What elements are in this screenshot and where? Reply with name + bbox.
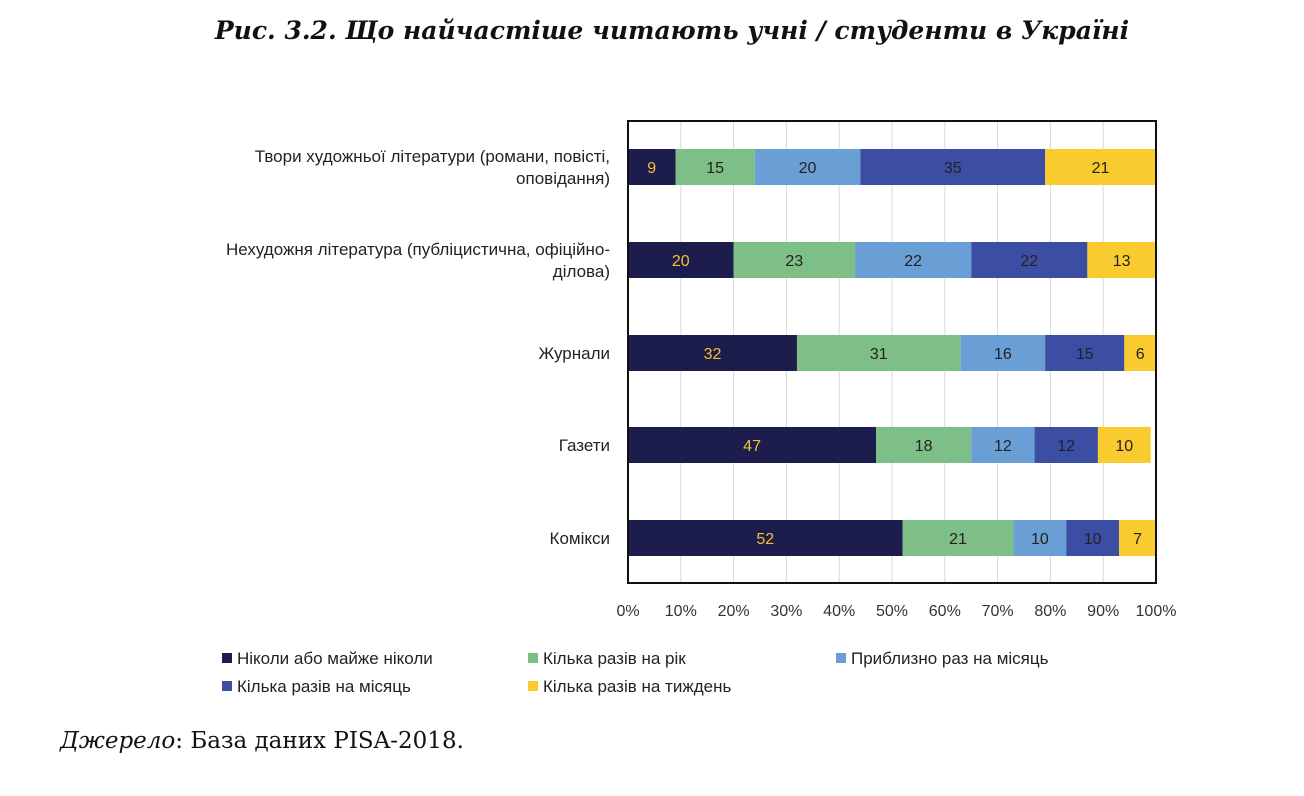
legend-swatch	[836, 653, 846, 663]
bar-segment	[971, 242, 1088, 278]
bar-segment	[855, 242, 972, 278]
data-label: 10	[1031, 531, 1049, 548]
data-label: 21	[949, 531, 967, 548]
x-tick-label: 80%	[1034, 603, 1066, 620]
bar-segment	[876, 427, 972, 463]
x-tick-label: 20%	[718, 603, 750, 620]
data-label: 7	[1133, 531, 1142, 548]
data-label: 12	[1057, 438, 1075, 455]
legend-label: Ніколи або майже ніколи	[237, 649, 433, 668]
category-label: Нехудожня література (публіцистична, офі…	[226, 240, 610, 259]
legend-swatch	[528, 653, 538, 663]
legend-swatch	[528, 681, 538, 691]
data-label: 21	[1092, 160, 1110, 177]
x-tick-label: 100%	[1136, 603, 1177, 620]
bar-segment	[1045, 149, 1156, 185]
data-label: 35	[944, 160, 962, 177]
bar-segment	[628, 149, 676, 185]
bar-segment	[1124, 335, 1156, 371]
legend-swatch	[222, 681, 232, 691]
data-label: 47	[743, 438, 761, 455]
bar-segment	[675, 149, 755, 185]
x-tick-label: 10%	[665, 603, 697, 620]
bar-segment	[1097, 427, 1151, 463]
figure-title: Рис. 3.2. Що найчастіше читають учні / с…	[214, 16, 1130, 45]
legend-label: Кілька разів на місяць	[237, 677, 411, 696]
x-tick-label: 70%	[982, 603, 1014, 620]
category-label: ділова)	[553, 262, 610, 281]
data-label: 10	[1084, 531, 1102, 548]
plot-frame	[627, 120, 1157, 584]
bar-segment	[960, 335, 1046, 371]
x-tick-label: 0%	[616, 603, 639, 620]
data-label: 52	[756, 531, 774, 548]
data-label: 31	[870, 346, 888, 363]
bar-segment	[733, 242, 856, 278]
x-tick-label: 60%	[929, 603, 961, 620]
legend-swatch	[222, 653, 232, 663]
category-label: Газети	[559, 436, 610, 455]
category-label: Журнали	[538, 344, 610, 363]
data-label: 22	[1020, 253, 1038, 270]
category-label: Твори художньої літератури (романи, пові…	[255, 147, 610, 166]
bar-segment	[1013, 520, 1067, 556]
data-label: 22	[904, 253, 922, 270]
bar-segment	[860, 149, 1046, 185]
category-label: Комікси	[550, 529, 610, 548]
x-tick-label: 90%	[1087, 603, 1119, 620]
data-label: 6	[1136, 346, 1145, 363]
x-tick-label: 40%	[823, 603, 855, 620]
data-label: 9	[647, 160, 656, 177]
bar-segment	[796, 335, 961, 371]
legend-label: Кілька разів на рік	[543, 649, 686, 668]
bar-segment	[1087, 242, 1156, 278]
source-prefix: Джерело	[60, 728, 176, 754]
data-label: 12	[994, 438, 1012, 455]
source-note: Джерело: База даних PISA-2018.	[60, 728, 464, 754]
bar-segment	[902, 520, 1014, 556]
data-label: 16	[994, 346, 1012, 363]
bar-segment	[1045, 335, 1125, 371]
bar-segment	[754, 149, 861, 185]
data-label: 15	[706, 160, 724, 177]
bar-segment	[628, 427, 877, 463]
legend-label: Кілька разів на тиждень	[543, 677, 731, 696]
bar-segment	[1066, 520, 1120, 556]
x-tick-label: 50%	[876, 603, 908, 620]
x-tick-label: 30%	[770, 603, 802, 620]
legend-label: Приблизно раз на місяць	[851, 649, 1049, 668]
source-text: : База даних PISA-2018.	[175, 728, 464, 754]
bar-segment	[1034, 427, 1098, 463]
bar-segment	[628, 335, 797, 371]
bar-segment	[628, 242, 734, 278]
data-label: 32	[704, 346, 722, 363]
data-label: 13	[1113, 253, 1131, 270]
bar-segment	[1119, 520, 1156, 556]
data-label: 18	[915, 438, 933, 455]
stacked-bar-chart: 0% 10% 20% 30% 40% 50% 60% 70% 80% 90% 100% 9 15 20 35…	[222, 120, 1177, 696]
data-label: 20	[799, 160, 817, 177]
data-label: 10	[1115, 438, 1133, 455]
bar-segment	[628, 520, 903, 556]
data-label: 20	[672, 253, 690, 270]
data-label: 15	[1076, 346, 1094, 363]
data-label: 23	[785, 253, 803, 270]
bar-segment	[971, 427, 1035, 463]
category-label: оповідання)	[516, 169, 610, 188]
